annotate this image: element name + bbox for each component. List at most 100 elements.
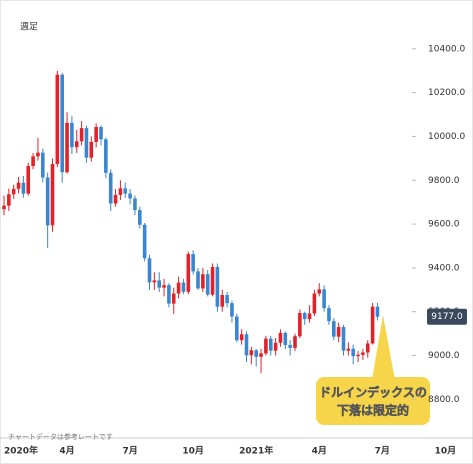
candle-body xyxy=(370,306,375,344)
candle-body xyxy=(65,122,69,173)
footnote: チャートデータは参考レートです xyxy=(8,432,113,441)
candle-body xyxy=(41,152,45,178)
y-tick-label: 10400.0 xyxy=(428,44,465,54)
y-tick-label: 10000.0 xyxy=(428,132,465,142)
x-tick-label: 2021年 xyxy=(239,445,273,457)
candle-body xyxy=(341,327,346,351)
candle-body xyxy=(31,156,35,167)
candle-body xyxy=(225,295,229,304)
candle-body xyxy=(7,194,11,206)
period-label: 週足 xyxy=(20,22,38,33)
candle-body xyxy=(147,258,152,283)
candle-body xyxy=(205,274,210,295)
x-tick-label: 7月 xyxy=(375,446,390,457)
candle-body xyxy=(375,306,380,317)
y-tick-label: 10200.0 xyxy=(428,88,465,98)
candle-body xyxy=(152,280,157,283)
y-tick-label: 9600.0 xyxy=(428,220,460,230)
candle-body xyxy=(167,285,171,304)
candle-body xyxy=(283,332,288,345)
candle-body xyxy=(45,177,50,226)
x-tick-label: 2020年 xyxy=(4,445,38,457)
candle-body xyxy=(220,295,225,307)
candle-body xyxy=(171,293,176,304)
candle-body xyxy=(36,152,40,157)
candle-body xyxy=(16,182,21,189)
y-tick-label: 8800.0 xyxy=(428,395,460,405)
candle-body xyxy=(70,122,74,148)
candle-body xyxy=(312,293,317,314)
callout xyxy=(316,377,430,425)
last-price-box xyxy=(427,308,467,325)
candle-body xyxy=(196,271,200,289)
candle-body xyxy=(89,141,94,158)
candle-body xyxy=(162,285,166,288)
candle-body xyxy=(138,210,142,225)
candle-body xyxy=(351,348,355,357)
candle-body xyxy=(336,327,341,337)
candle-body xyxy=(113,194,118,204)
candle-body xyxy=(365,343,370,353)
last-price-label: 9177.0 xyxy=(431,312,463,322)
x-tick-label: 10月 xyxy=(435,446,457,457)
candle-body xyxy=(239,334,244,341)
candle-body xyxy=(302,313,307,320)
candle-body xyxy=(332,321,336,337)
annotation-line: 下落は限定的 xyxy=(337,403,409,418)
candle-body xyxy=(50,164,55,226)
x-tick-label: 10月 xyxy=(182,446,204,457)
candle-body xyxy=(235,316,239,341)
candle-body xyxy=(181,282,186,292)
candle-body xyxy=(210,267,215,295)
x-tick-label: 4月 xyxy=(59,446,74,457)
candle-body xyxy=(356,354,360,357)
candle-body xyxy=(264,338,268,354)
candle-body xyxy=(99,127,103,140)
candle-body xyxy=(361,352,365,355)
x-tick-label: 4月 xyxy=(312,446,327,457)
candle-body xyxy=(278,332,283,343)
candle-body xyxy=(84,128,89,158)
candle-body xyxy=(55,74,60,165)
candle-body xyxy=(244,334,249,356)
candle-body xyxy=(230,303,234,317)
x-tick-label: 7月 xyxy=(122,446,137,457)
y-tick-label: 9800.0 xyxy=(428,176,460,186)
candle-body xyxy=(176,282,181,294)
candle-body xyxy=(201,274,205,289)
y-tick-label: 9400.0 xyxy=(428,263,460,273)
candle-body xyxy=(94,127,98,142)
annotation-line: ドルインデックスの xyxy=(319,385,427,400)
candle-body xyxy=(123,188,128,194)
candle-body xyxy=(128,193,132,199)
candle-body xyxy=(268,338,273,351)
candle-body xyxy=(317,289,322,294)
candle-body xyxy=(273,342,278,351)
candle-body xyxy=(191,254,195,272)
candle-body xyxy=(60,74,64,173)
candle-body xyxy=(74,141,79,148)
candle-body xyxy=(79,128,84,142)
candle-body xyxy=(104,139,108,173)
candle-body xyxy=(293,336,297,348)
candle-body xyxy=(298,313,302,337)
candle-body xyxy=(108,172,113,204)
y-tick-label: 9000.0 xyxy=(428,351,460,361)
candle-body xyxy=(26,166,31,194)
candle-body xyxy=(118,188,123,195)
candle-body xyxy=(11,188,16,195)
candle-body xyxy=(2,205,6,210)
candle-body xyxy=(249,350,254,356)
candle-body xyxy=(186,254,191,292)
callout-tail xyxy=(372,315,395,380)
candle-body xyxy=(259,353,263,357)
candle-body xyxy=(322,289,326,309)
candle-body xyxy=(346,348,351,351)
candle-body xyxy=(21,182,26,194)
candle-body xyxy=(215,267,220,307)
candle-body xyxy=(142,224,147,259)
candle-body xyxy=(288,345,292,348)
candle-body xyxy=(307,313,312,320)
candle-body xyxy=(133,198,137,211)
